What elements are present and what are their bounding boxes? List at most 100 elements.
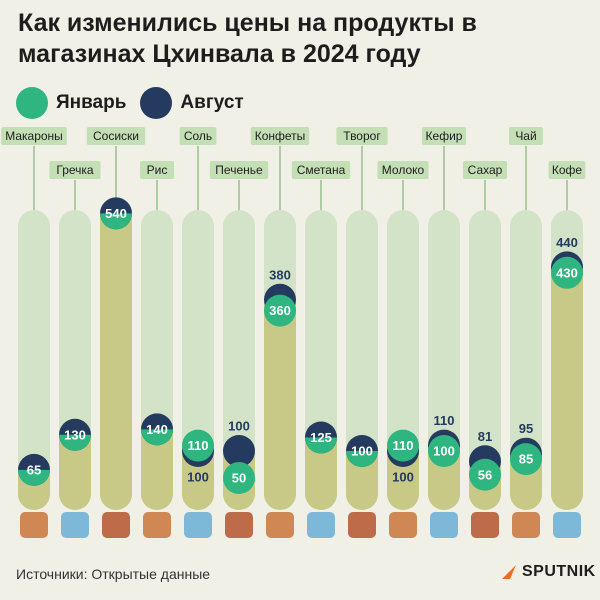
dot-january-item-3 [141,429,173,446]
category-label-bg-item-13 [548,161,586,179]
category-label-item-1: Гречка [56,163,94,177]
value-label-item-2: 540 [105,206,127,221]
sputnik-logo: SPUTNIK [500,563,596,581]
dot-january-item-11 [469,458,501,491]
product-icon-item-13 [553,512,581,538]
sputnik-arrow-icon [502,565,516,579]
product-icon-item-3 [143,512,171,538]
bar-track-item-8 [346,210,378,510]
legend-label-january: Январь [56,92,127,113]
product-icon-item-11 [471,512,499,538]
product-icon-item-12 [512,512,540,538]
bar-track-item-12 [510,210,542,510]
legend: Январь Август [16,86,258,120]
product-icon-item-10 [430,512,458,538]
legend-item-january: Январь [16,87,126,119]
value-label-january-item-9: 110 [393,438,414,453]
product-icon-item-0 [20,512,48,538]
page-title: Как изменились цены на продукты в магази… [18,9,477,68]
value-label-august-item-9: 100 [392,470,414,485]
product-icon-item-1 [61,512,89,538]
value-label-january-item-13: 430 [556,265,578,280]
category-label-bg-item-4 [179,127,217,145]
value-label-august-item-10: 110 [434,413,455,428]
category-label-item-11: Сахар [468,163,503,177]
category-label-bg-item-5 [209,161,269,179]
product-icon-item-7 [307,512,335,538]
category-label-item-5: Печенье [215,163,263,177]
value-label-august-item-11: 81 [478,429,492,444]
value-label-item-0: 65 [27,462,41,477]
product-icon-item-2 [102,512,130,538]
product-icon-item-8 [348,512,376,538]
bar-track-item-0 [18,210,50,510]
product-icon-item-9 [389,512,417,538]
bar-item-2 [100,203,132,510]
product-icon-item-4 [184,512,212,538]
category-label-bg-item-1 [49,161,101,179]
value-label-august-item-6: 380 [269,267,291,282]
legend-label-august: Август [180,92,244,113]
category-label-bg-item-8 [336,127,388,145]
category-label-bg-item-10 [422,127,466,145]
dot-january-item-4 [182,429,214,462]
value-label-item-7: 125 [310,430,332,445]
value-label-august-item-13: 440 [556,235,578,250]
category-label-item-7: Сметана [297,163,346,177]
category-label-item-3: Рис [147,163,168,177]
category-label-item-10: Кефир [426,129,463,143]
category-label-bg-item-7 [291,161,351,179]
category-label-bg-item-12 [509,127,543,145]
category-label-bg-item-6 [250,127,310,145]
bar-track-item-11 [469,210,501,510]
dot-january-item-6 [264,294,296,327]
value-label-january-item-4: 110 [188,438,209,453]
dot-january-item-1 [59,434,91,451]
dot-january-item-13 [551,256,583,289]
category-label-item-0: Макароны [5,129,63,143]
category-label-bg-item-9 [377,161,429,179]
value-label-january-item-12: 85 [519,452,533,467]
value-label-january-item-5: 50 [232,471,246,486]
value-label-august-item-12: 95 [519,421,533,436]
category-label-item-13: Кофе [552,163,583,177]
dot-january-item-0 [18,469,50,486]
bar-track-item-5 [223,210,255,510]
category-label-bg-item-11 [463,161,507,179]
product-icon-item-5 [225,512,253,538]
dot-january-item-12 [510,443,542,476]
category-label-bg-item-3 [140,161,174,179]
brand-label: SPUTNIK [522,563,596,580]
value-label-august-item-5: 100 [228,419,250,434]
dot-january-item-5 [223,462,255,494]
category-label-item-6: Конфеты [255,129,306,143]
legend-swatch-january [16,87,48,119]
dot-january-item-9 [387,429,419,462]
category-label-bg-item-0 [1,127,67,145]
bar-item-6 [264,289,296,510]
source-note: Источники: Открытые данные [16,566,211,582]
value-label-item-3: 140 [146,422,168,437]
dot-january-item-8 [346,451,378,467]
dot-january-item-10 [428,435,460,467]
category-label-item-9: Молоко [382,163,425,177]
value-label-item-1: 130 [64,427,86,442]
dot-august-item-5 [223,435,255,467]
legend-item-august: Август [140,87,244,119]
product-icon-item-6 [266,512,294,538]
value-label-january-item-6: 360 [269,303,291,318]
value-label-item-8: 100 [351,444,373,459]
category-label-item-4: Соль [184,129,212,143]
value-label-august-item-4: 100 [187,470,209,485]
bar-item-13 [551,257,583,510]
dot-january-item-7 [305,437,337,454]
dot-january-item-2 [100,213,132,230]
category-label-bg-item-2 [86,127,146,145]
legend-swatch-august [140,87,173,119]
value-label-january-item-10: 100 [433,444,455,459]
category-label-item-2: Сосиски [93,129,139,143]
category-label-item-12: Чай [515,129,536,143]
value-label-january-item-11: 56 [478,467,492,482]
category-label-item-8: Творог [343,129,381,143]
